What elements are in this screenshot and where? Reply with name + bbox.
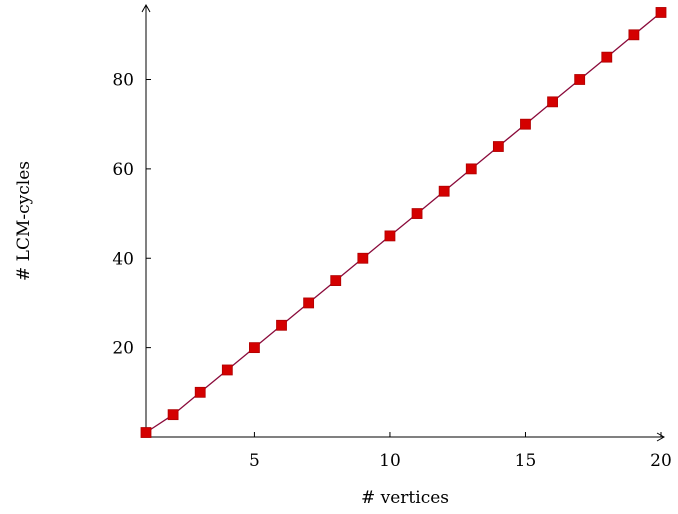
y-tick-label: 20 [112,339,134,359]
y-tick-label: 80 [112,71,134,91]
data-point [520,118,531,130]
data-point [438,185,450,197]
data-point [655,7,667,18]
data-point [384,230,396,242]
y-tick-label: 40 [112,249,134,269]
x-tick-label: 10 [379,451,401,471]
series [140,7,667,438]
x-ticks: 5 10 15 20 [249,432,672,471]
data-point [601,51,613,63]
x-axis-label: # vertices [361,488,449,508]
x-tick-label: 15 [515,451,537,471]
data-point [357,252,369,264]
y-axis-label: # LCM-cycles [14,161,34,281]
data-point [628,29,640,41]
data-point [330,275,342,286]
data-point [194,386,206,398]
data-point [140,427,152,438]
data-point [303,297,315,309]
data-point [574,74,586,85]
x-tick-label: 5 [249,451,260,471]
data-point [221,364,233,376]
y-axis-arrow [141,3,151,13]
data-point [249,342,260,354]
y-tick-label: 60 [112,160,134,180]
axes [141,3,666,442]
data-point [465,163,477,175]
data-point [276,319,287,331]
y-ticks: 20 40 60 80 [112,71,151,359]
data-point [492,141,504,152]
x-axis-arrow [656,432,666,442]
data-point [411,208,423,219]
x-tick-label: 20 [650,451,672,471]
data-point [167,409,179,421]
data-point [547,96,558,108]
